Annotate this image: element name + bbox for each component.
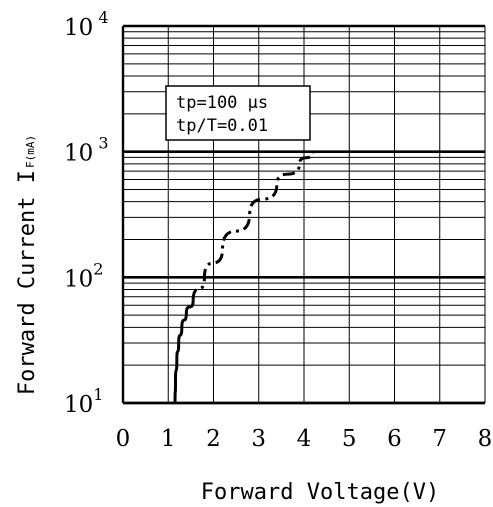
x-tick-label: 7 — [432, 426, 447, 452]
y-tick-exponent: 2 — [93, 259, 103, 278]
x-tick-label: 1 — [161, 426, 176, 452]
y-tick-exponent: 3 — [93, 134, 108, 153]
x-axis-label: Forward Voltage(V) — [201, 480, 439, 505]
x-tick-labels: 0 1 2 3 4 5 6 7 8 — [116, 426, 493, 452]
plot-frame — [121, 26, 485, 405]
y-axis-label-main: Forward Current I — [15, 170, 40, 395]
y-tick-exponent: 4 — [93, 8, 108, 27]
y-axis-label-group: Forward Current I F(mA) — [15, 135, 40, 395]
x-tick-label: 5 — [342, 426, 357, 452]
x-tick-label: 2 — [206, 426, 221, 452]
y-tick-label: 10 3 — [64, 134, 109, 167]
y-axis-label-subscript: F(mA) — [24, 135, 37, 168]
x-tick-label: 0 — [116, 426, 131, 452]
y-axis-label: Forward Current I F(mA) — [15, 135, 40, 395]
grid — [122, 24, 486, 405]
x-tick-label: 8 — [478, 426, 493, 452]
y-tick-base: 10 — [64, 392, 93, 418]
x-tick-label: 3 — [251, 426, 266, 452]
y-tick-base: 10 — [64, 15, 93, 41]
y-tick-exponent: 1 — [93, 385, 103, 404]
x-tick-label: 6 — [387, 426, 402, 452]
series-line-1 — [173, 300, 195, 404]
y-tick-base: 10 — [64, 266, 93, 292]
annotation-background — [165, 85, 311, 141]
y-tick-base: 10 — [64, 141, 93, 167]
series-group — [173, 151, 315, 404]
x-tick-label: 4 — [297, 426, 312, 452]
y-tick-label: 10 4 — [64, 8, 109, 41]
annotation-box: tp=100 μs tp/T=0.01 — [165, 85, 311, 141]
annotation-line-2: tp/T=0.01 — [176, 116, 268, 136]
y-tick-label: 102 — [64, 259, 103, 292]
annotation-line-1: tp=100 μs — [176, 93, 268, 113]
series-line-2 — [191, 151, 315, 301]
y-tick-label: 101 — [64, 385, 103, 418]
